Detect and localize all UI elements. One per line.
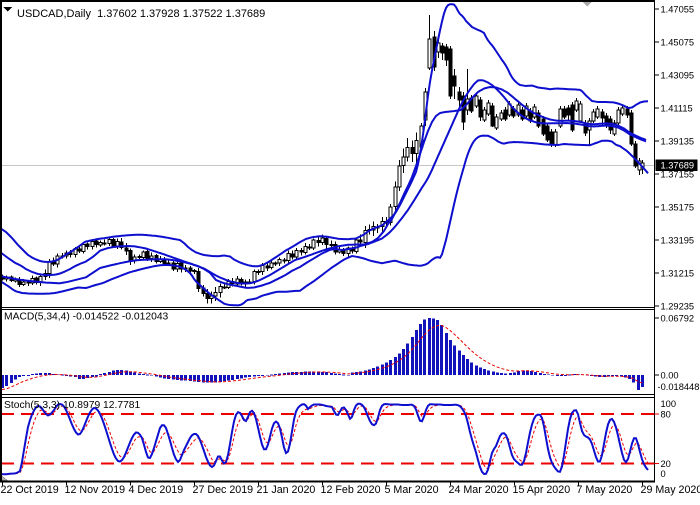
svg-text:20: 20 (661, 459, 671, 469)
svg-text:22 Oct 2019: 22 Oct 2019 (1, 484, 59, 496)
svg-text:4 Dec 2019: 4 Dec 2019 (129, 484, 184, 496)
svg-text:USDCAD,Daily 1.37602 1.37928: USDCAD,Daily 1.37602 1.37928 1.37522 1.3… (17, 8, 265, 20)
svg-text:1.31215: 1.31215 (661, 268, 695, 278)
svg-text:80: 80 (661, 409, 671, 419)
svg-text:Stoch(5,3,3) 10.8979 12.7781: Stoch(5,3,3) 10.8979 12.7781 (4, 400, 141, 411)
svg-text:1.33195: 1.33195 (661, 235, 695, 245)
svg-text:1.41115: 1.41115 (661, 103, 693, 113)
svg-text:1.43095: 1.43095 (661, 70, 695, 80)
svg-text:0.00: 0.00 (661, 370, 679, 380)
svg-text:21 Jan 2020: 21 Jan 2020 (257, 484, 316, 496)
svg-text:7 May 2020: 7 May 2020 (577, 484, 633, 496)
svg-text:0: 0 (661, 469, 666, 479)
svg-text:1.35175: 1.35175 (661, 202, 695, 212)
svg-text:-0.018448: -0.018448 (658, 382, 700, 392)
svg-text:100: 100 (661, 399, 677, 409)
svg-text:0.06792: 0.06792 (661, 313, 695, 323)
svg-text:1.37689: 1.37689 (661, 161, 695, 171)
svg-text:5 Mar 2020: 5 Mar 2020 (385, 484, 439, 496)
svg-text:1.47055: 1.47055 (661, 4, 695, 14)
svg-text:15 Apr 2020: 15 Apr 2020 (513, 484, 571, 496)
svg-text:29 May 2020: 29 May 2020 (641, 484, 700, 496)
svg-text:1.39135: 1.39135 (661, 136, 695, 146)
svg-text:24 Mar 2020: 24 Mar 2020 (449, 484, 509, 496)
svg-text:MACD(5,34,4) -0.014522 -0.0120: MACD(5,34,4) -0.014522 -0.012043 (4, 312, 169, 323)
svg-text:1.45075: 1.45075 (661, 37, 695, 47)
svg-text:12 Feb 2020: 12 Feb 2020 (321, 484, 381, 496)
svg-text:1.29235: 1.29235 (661, 301, 695, 311)
svg-text:12 Nov 2019: 12 Nov 2019 (65, 484, 126, 496)
svg-text:27 Dec 2019: 27 Dec 2019 (193, 484, 254, 496)
